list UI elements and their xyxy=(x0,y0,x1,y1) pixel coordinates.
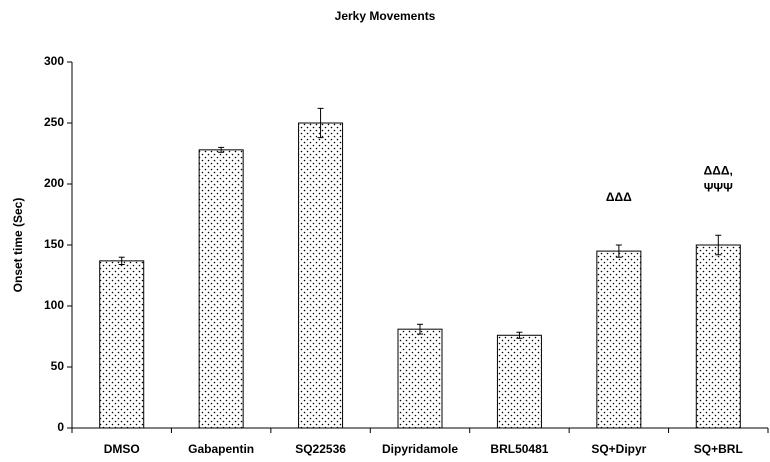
error-bar xyxy=(118,256,125,266)
x-tick-label: SQ+Dipyr xyxy=(591,442,646,456)
bar xyxy=(99,260,145,429)
bar xyxy=(397,328,443,429)
bar xyxy=(695,244,741,429)
annotation: ΔΔΔ, xyxy=(704,163,733,177)
y-tick-label: 250 xyxy=(44,115,64,129)
y-tick-label: 100 xyxy=(44,298,64,312)
bar xyxy=(198,149,244,429)
bar xyxy=(596,250,642,429)
x-tick-label: SQ+BRL xyxy=(694,442,743,456)
annotation: ΨΨΨ xyxy=(704,180,733,194)
bar xyxy=(496,334,542,429)
y-tick-label: 50 xyxy=(51,359,65,373)
x-tick-label: Gabapentin xyxy=(188,442,254,456)
y-axis-title: Onset time (Sec) xyxy=(11,198,25,293)
error-bar xyxy=(317,107,324,139)
error-bar xyxy=(218,146,225,153)
annotation: ΔΔΔ xyxy=(606,190,632,204)
bar xyxy=(298,122,344,429)
x-tick-label: Dipyridamole xyxy=(382,442,458,456)
error-bar xyxy=(516,331,523,339)
y-tick-label: 200 xyxy=(44,176,64,190)
y-tick-label: 0 xyxy=(57,420,64,434)
error-bar xyxy=(715,234,722,256)
x-tick-label: SQ22536 xyxy=(295,442,346,456)
x-tick-label: DMSO xyxy=(104,442,140,456)
error-bar xyxy=(615,244,622,258)
y-tick-label: 150 xyxy=(44,237,64,251)
chart-title: Jerky Movements xyxy=(335,9,436,23)
x-tick-label: BRL50481 xyxy=(490,442,548,456)
error-bar xyxy=(417,323,423,335)
y-tick-label: 300 xyxy=(44,54,64,68)
